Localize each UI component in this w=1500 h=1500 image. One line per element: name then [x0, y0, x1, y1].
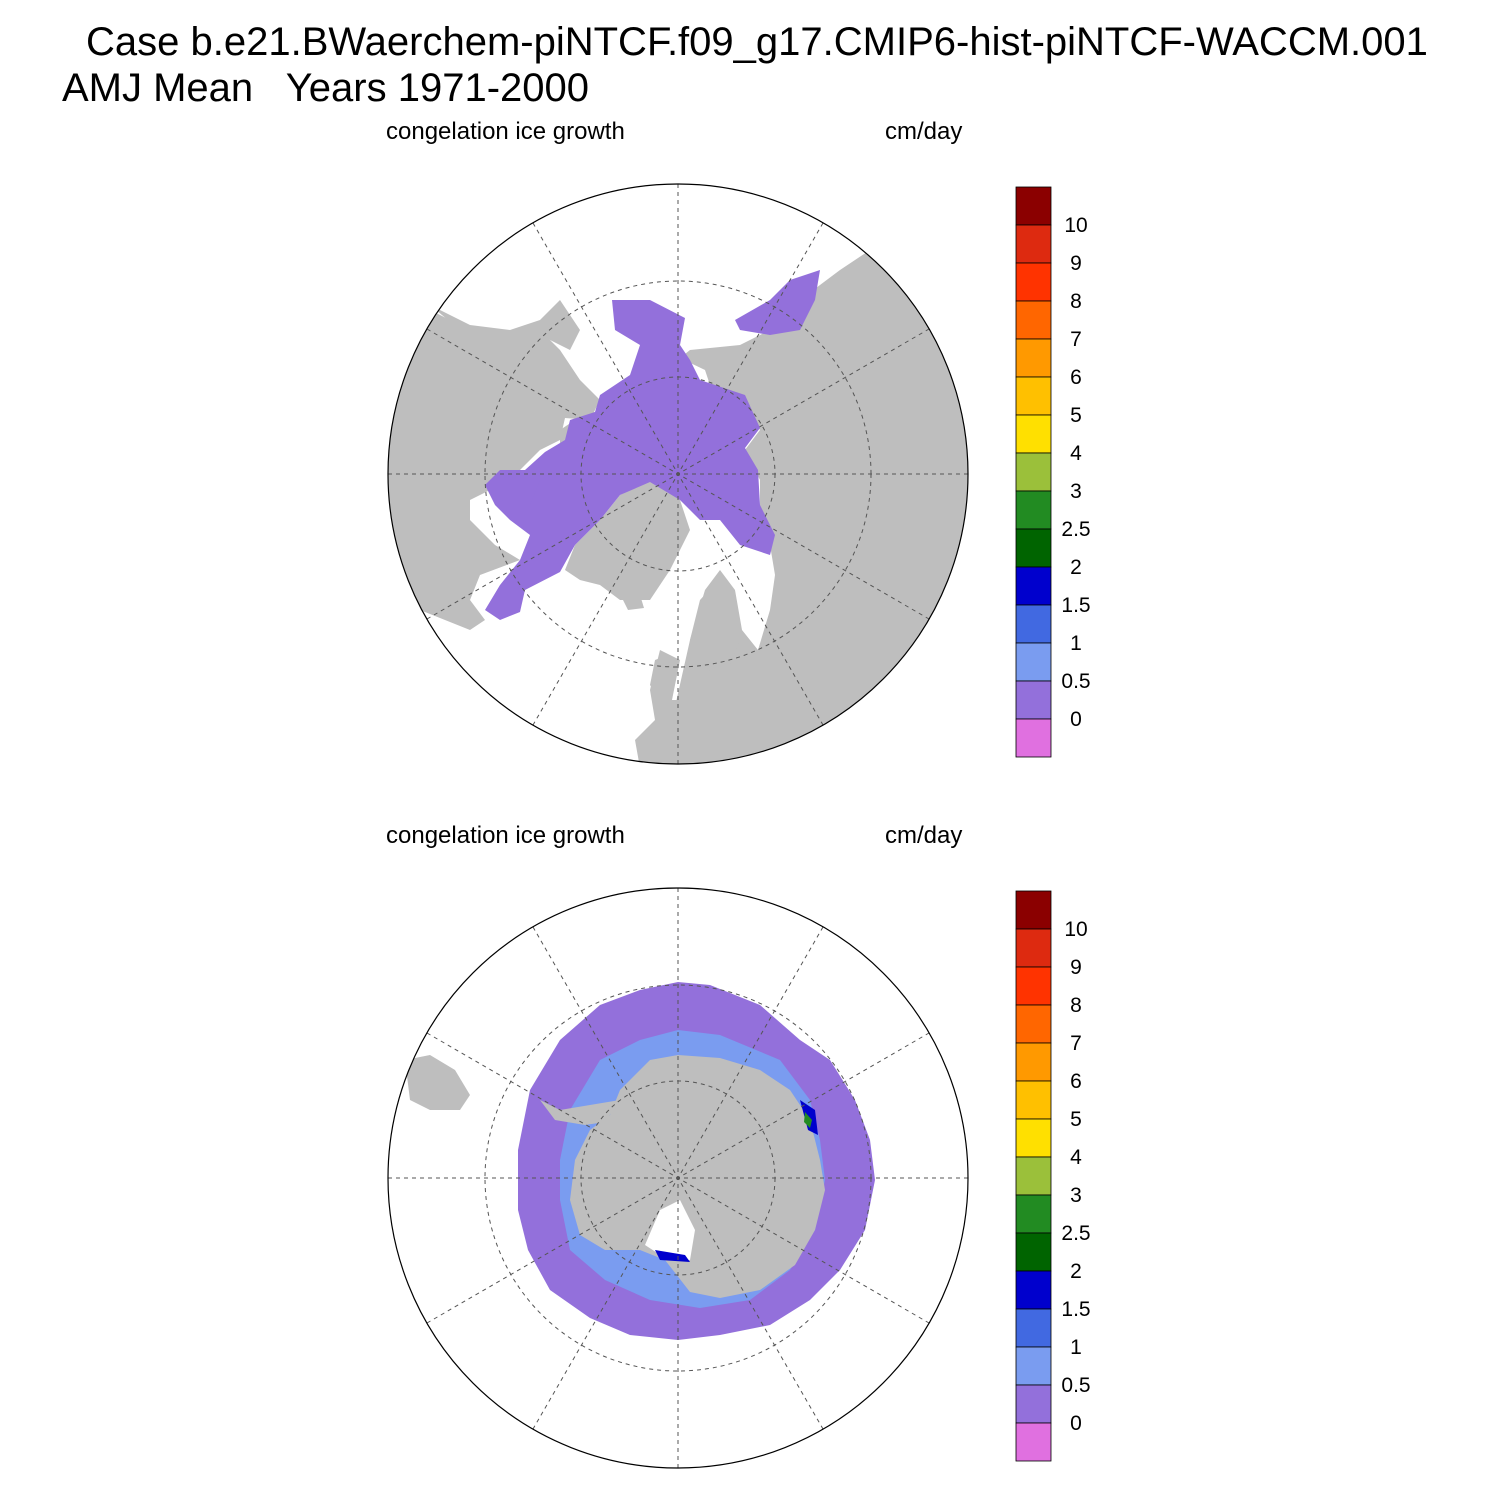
- south-colorbar-tick-label: 7: [1070, 1032, 1082, 1055]
- south-colorbar-box: [1015, 1156, 1052, 1196]
- south-colorbar-box: [1015, 1270, 1052, 1310]
- south-colorbar-tick-label: 2: [1070, 1260, 1082, 1283]
- south-colorbar-tick-label: 8: [1070, 994, 1082, 1017]
- north-colorbar-box: [1015, 338, 1052, 378]
- north-land-alaska: [430, 300, 580, 350]
- north-colorbar-tick-label: 8: [1070, 290, 1082, 313]
- south-colorbar-box: [1015, 1042, 1052, 1082]
- north-land-greenland: [565, 480, 690, 600]
- north-colorbar-tick-label: 6: [1070, 366, 1082, 389]
- north-colorbar-tick-label: 1.5: [1061, 594, 1090, 617]
- north-colorbar-tick-label: 0.5: [1061, 670, 1090, 693]
- south-colorbar-box: [1015, 1080, 1052, 1120]
- north-land-eurasia: [672, 240, 968, 764]
- south-variable-label: congelation ice growth: [386, 822, 625, 849]
- south-coastal-green: [804, 1112, 812, 1128]
- south-colorbar-box: [1015, 1194, 1052, 1234]
- north-colorbar-tick-label: 1: [1070, 632, 1082, 655]
- north-colorbar-tick-label: 7: [1070, 328, 1082, 351]
- south-colorbar-tick-label: 9: [1070, 956, 1082, 979]
- north-colorbar-tick-label: 2: [1070, 556, 1082, 579]
- south-colorbar-box: [1015, 1346, 1052, 1386]
- south-colorbar-tick-label: 0: [1070, 1412, 1082, 1435]
- south-land-south-america: [405, 1055, 470, 1110]
- north-land-europe: [635, 650, 700, 764]
- plot-title-period: AMJ Mean Years 1971-2000: [62, 66, 590, 110]
- north-colorbar-tick-label: 3: [1070, 480, 1082, 503]
- south-polar-map: [387, 887, 969, 1469]
- north-colorbar-tick-label: 0: [1070, 708, 1082, 731]
- north-colorbar-box: [1015, 604, 1052, 644]
- north-colorbar-box: [1015, 566, 1052, 606]
- south-map-border: [387, 887, 969, 1469]
- north-colorbar-box: [1015, 680, 1052, 720]
- south-colorbar-tick-label: 1.5: [1061, 1298, 1090, 1321]
- south-colorbar-tick-label: 10: [1064, 918, 1087, 941]
- south-colorbar-tick-label: 5: [1070, 1108, 1082, 1131]
- south-colorbar-box: [1015, 966, 1052, 1006]
- north-units-label: cm/day: [885, 118, 963, 145]
- north-colorbar: 10 9 8 7 6 5 4 3 2.5 2 1.5 1 0.5 0: [1015, 186, 1091, 758]
- north-colorbar-tick-label: 10: [1064, 214, 1087, 237]
- north-colorbar-tick-label: 2.5: [1061, 518, 1090, 541]
- south-colorbar-box: [1015, 1384, 1052, 1424]
- north-sea-ice-hudson: [490, 470, 540, 505]
- south-colorbar-tick-label: 3: [1070, 1184, 1082, 1207]
- south-colorbar-box: [1015, 1004, 1052, 1044]
- south-ice-shelf: [645, 1200, 695, 1260]
- south-colorbar-box: [1015, 1308, 1052, 1348]
- south-units-label: cm/day: [885, 822, 963, 849]
- north-land-scandinavia: [690, 578, 740, 672]
- south-colorbar-box: [1015, 1422, 1052, 1462]
- south-colorbar-tick-label: 0.5: [1061, 1374, 1090, 1397]
- south-land-antarctica: [570, 1055, 825, 1298]
- north-colorbar-box: [1015, 718, 1052, 758]
- south-colorbar-tick-label: 4: [1070, 1146, 1082, 1169]
- south-colorbar-tick-label: 6: [1070, 1070, 1082, 1093]
- south-colorbar-tick-label: 1: [1070, 1336, 1082, 1359]
- north-colorbar-box: [1015, 528, 1052, 568]
- south-colorbar-box: [1015, 928, 1052, 968]
- plot-title-case: Case b.e21.BWaerchem-piNTCF.f09_g17.CMIP…: [86, 20, 1428, 64]
- south-colorbar-box: [1015, 890, 1052, 930]
- north-variable-label: congelation ice growth: [386, 118, 625, 145]
- south-colorbar-box: [1015, 1232, 1052, 1272]
- south-colorbar: 10 9 8 7 6 5 4 3 2.5 2 1.5 1 0.5 0: [1015, 890, 1091, 1462]
- north-colorbar-box: [1015, 300, 1052, 340]
- north-colorbar-tick-label: 5: [1070, 404, 1082, 427]
- north-colorbar-box: [1015, 186, 1052, 226]
- north-colorbar-box: [1015, 452, 1052, 492]
- north-polar-map: [387, 183, 969, 765]
- north-colorbar-box: [1015, 642, 1052, 682]
- north-colorbar-box: [1015, 414, 1052, 454]
- north-colorbar-box: [1015, 224, 1052, 264]
- north-sea-ice-region: [485, 300, 775, 620]
- north-graticule: [388, 184, 968, 764]
- north-land-iceland: [622, 595, 644, 610]
- north-colorbar-tick-label: 9: [1070, 252, 1082, 275]
- north-colorbar-box: [1015, 262, 1052, 302]
- south-colorbar-tick-label: 2.5: [1061, 1222, 1090, 1245]
- north-land-north-america: [388, 300, 600, 630]
- north-map-border: [387, 183, 969, 765]
- south-colorbar-box: [1015, 1118, 1052, 1158]
- north-colorbar-box: [1015, 376, 1052, 416]
- south-land-antarctic-peninsula: [540, 1100, 620, 1125]
- north-colorbar-box: [1015, 490, 1052, 530]
- north-colorbar-tick-label: 4: [1070, 442, 1082, 465]
- south-graticule: [388, 888, 968, 1468]
